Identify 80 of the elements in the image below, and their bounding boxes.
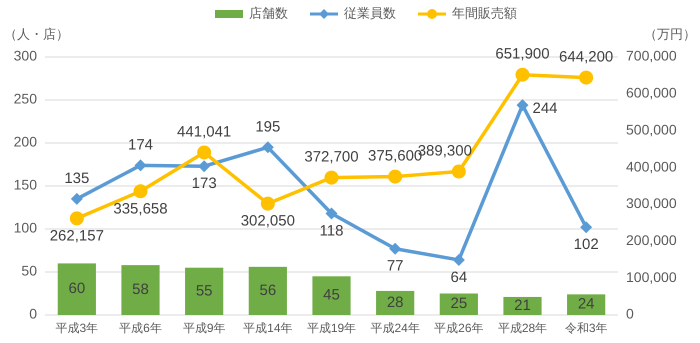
x-tick-label: 平成9年 <box>182 321 226 336</box>
bar <box>248 266 287 315</box>
point <box>262 141 274 154</box>
y2-tick-label: 300,000 <box>626 195 677 212</box>
x-tick-label: 平成14年 <box>243 321 293 336</box>
y2-tick-label: 400,000 <box>626 158 677 174</box>
data-label: 372,700 <box>304 148 359 166</box>
data-label: 55 <box>196 282 213 300</box>
data-label: 441,041 <box>177 123 232 140</box>
y-tick-label: 100 <box>14 220 38 236</box>
bar <box>185 268 224 315</box>
x-tick-label: 平成24年 <box>370 321 420 336</box>
data-label: 28 <box>386 294 404 311</box>
data-label: 174 <box>128 136 154 154</box>
data-label: 302,050 <box>240 212 295 230</box>
bar <box>58 263 96 315</box>
point <box>452 164 466 179</box>
point <box>452 254 465 266</box>
point <box>70 211 84 226</box>
data-label: 118 <box>320 222 344 240</box>
point <box>198 160 210 172</box>
y2-tick-label: 600,000 <box>626 84 677 101</box>
point <box>388 170 402 184</box>
point <box>324 170 338 185</box>
data-label: 56 <box>259 282 276 299</box>
data-label: 173 <box>192 175 217 192</box>
point <box>134 159 146 172</box>
bar <box>312 276 351 315</box>
data-label: 60 <box>68 280 86 298</box>
x-tick-label: 令和3年 <box>564 321 608 336</box>
data-label: 21 <box>514 296 531 314</box>
point <box>70 192 83 205</box>
point <box>260 196 275 211</box>
bar <box>121 265 160 315</box>
y-axis-title: （人・店） <box>4 26 69 42</box>
point <box>326 208 338 220</box>
point <box>516 68 530 82</box>
data-label: 135 <box>64 170 90 187</box>
data-label: 58 <box>132 281 149 298</box>
x-tick-label: 平成26年 <box>434 321 484 336</box>
x-tick-label: 平成28年 <box>498 321 548 336</box>
data-label: 45 <box>323 286 340 304</box>
y2-tick-label: 500,000 <box>626 121 677 138</box>
y2-tick-label: 700,000 <box>626 48 677 64</box>
data-label: 651,900 <box>495 46 550 63</box>
point <box>580 221 592 234</box>
data-label: 244 <box>532 100 558 118</box>
y-tick-label: 300 <box>14 48 38 64</box>
y-tick-label: 250 <box>14 90 38 107</box>
data-label: 25 <box>450 295 468 312</box>
data-label: 24 <box>578 296 595 313</box>
legend-label: 店舗数 <box>249 5 288 20</box>
x-tick-label: 平成3年 <box>55 321 98 336</box>
point <box>134 184 148 198</box>
y-tick-label: 50 <box>21 262 38 279</box>
data-label: 262,157 <box>50 227 104 244</box>
y-tick-label: 0 <box>29 306 38 322</box>
data-label: 64 <box>450 268 468 286</box>
point <box>579 70 594 85</box>
point <box>516 99 528 112</box>
data-label: 335,658 <box>113 200 168 218</box>
x-tick-label: 平成19年 <box>306 321 356 336</box>
bar <box>440 294 478 315</box>
y-tick-label: 200 <box>14 134 38 150</box>
data-label: 77 <box>386 258 404 275</box>
y2-tick-label: 200,000 <box>626 232 677 248</box>
y2-axis-title: （万円） <box>644 26 696 42</box>
bar <box>376 290 414 315</box>
bar <box>567 294 606 315</box>
x-tick-label: 平成6年 <box>119 321 162 336</box>
data-label: 644,200 <box>559 48 614 66</box>
point <box>389 242 402 255</box>
y2-tick-label: 100,000 <box>626 268 677 285</box>
legend-label: 従業員数 <box>344 5 396 20</box>
y2-tick-label: 0 <box>626 306 634 322</box>
point <box>197 145 212 160</box>
data-label: 102 <box>574 236 599 254</box>
legend-label: 年間販売額 <box>452 5 517 20</box>
data-label: 195 <box>255 118 280 136</box>
y-tick-label: 150 <box>14 176 38 193</box>
